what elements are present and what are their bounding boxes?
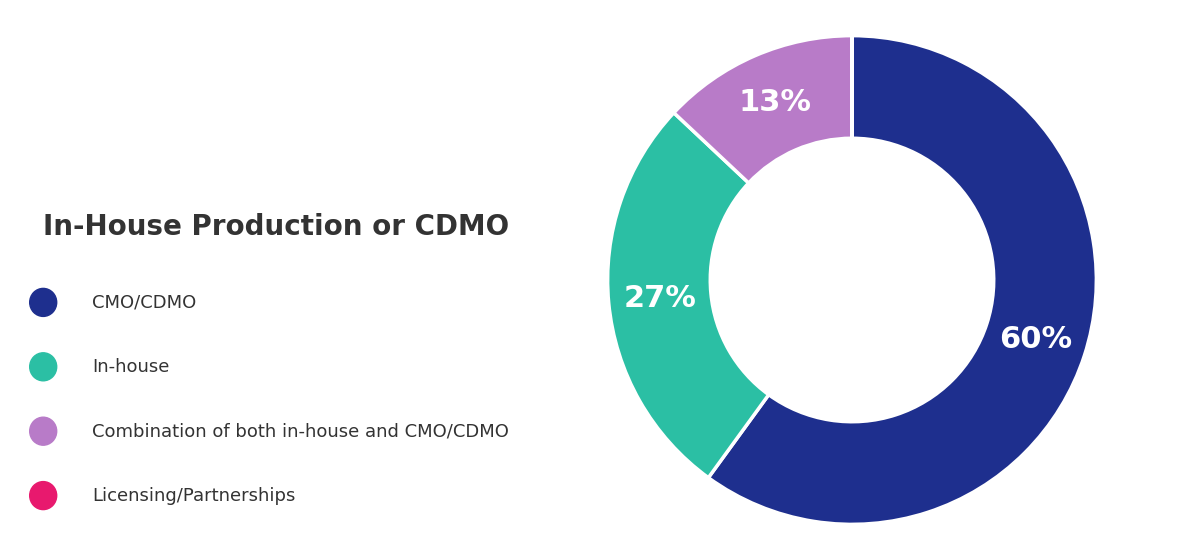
Text: Licensing/Partnerships: Licensing/Partnerships xyxy=(92,487,295,505)
Text: Combination of both in-house and CMO/CDMO: Combination of both in-house and CMO/CDM… xyxy=(92,422,509,440)
Text: 13%: 13% xyxy=(739,88,812,118)
Text: 27%: 27% xyxy=(623,284,696,312)
Circle shape xyxy=(30,353,56,381)
Circle shape xyxy=(30,482,56,510)
Text: 60%: 60% xyxy=(1000,325,1072,354)
Text: CMO/CDMO: CMO/CDMO xyxy=(92,293,196,311)
Text: In-house: In-house xyxy=(92,358,169,376)
Wedge shape xyxy=(607,113,769,478)
Circle shape xyxy=(30,288,56,316)
Wedge shape xyxy=(708,36,1097,524)
Circle shape xyxy=(30,417,56,445)
Wedge shape xyxy=(674,36,852,183)
Text: In-House Production or CDMO: In-House Production or CDMO xyxy=(43,213,509,241)
